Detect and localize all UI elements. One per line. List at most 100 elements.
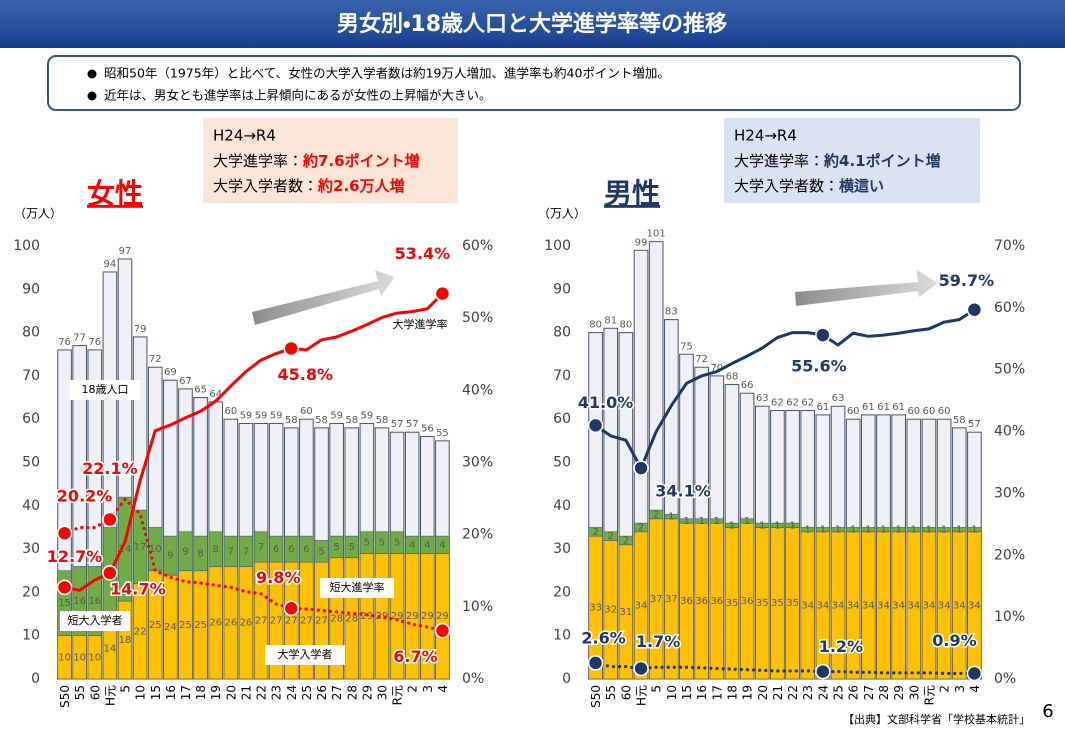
bar-total-label: 62 <box>801 398 814 409</box>
y-tick-label: 0 <box>562 671 571 687</box>
bar-value-label: 28 <box>345 613 358 624</box>
bar-value-label: 9 <box>167 551 173 562</box>
x-tick-label: 4 <box>968 685 982 693</box>
bar-value-label: 26 <box>240 618 253 629</box>
rate-value-label: 20.2% <box>57 487 113 506</box>
y-tick-label: 80 <box>22 325 40 341</box>
rate-value-label: 14.7% <box>110 579 166 598</box>
bar-total-label: 58 <box>315 415 328 426</box>
bar-total-label: 80 <box>589 320 602 331</box>
y-tick-label: 20 <box>22 584 40 600</box>
bar-value-label: 1 <box>759 520 765 531</box>
bar-total-label: 79 <box>134 324 147 335</box>
y-axis-unit: （万人） <box>14 207 62 221</box>
rate-value-label: 59.7% <box>939 271 995 290</box>
y2-tick-label: 30% <box>994 485 1025 501</box>
x-tick-label: 26 <box>315 685 329 700</box>
x-tick-label: 24 <box>285 685 299 700</box>
bar-total-label: 101 <box>647 229 666 240</box>
bar-value-label: 34 <box>801 600 814 611</box>
bar-value-label: 2 <box>653 509 659 520</box>
callout-title: H24→R4 <box>213 127 276 145</box>
bar-total-label: 58 <box>376 415 389 426</box>
rate-point <box>589 656 603 670</box>
rate-value-label: 53.4% <box>395 244 451 263</box>
y2-tick-label: 50% <box>994 362 1025 378</box>
rate-point <box>967 666 981 680</box>
bar-value-label: 27 <box>300 616 313 627</box>
bar-value-label: 18 <box>119 635 132 646</box>
bar-value-label: 10 <box>88 652 101 663</box>
bar-total-label: 76 <box>58 337 71 348</box>
bar-value-label: 5 <box>364 538 370 549</box>
bar-value-label: 17 <box>134 542 147 553</box>
x-tick-label: 5 <box>119 685 133 693</box>
y2-tick-label: 50% <box>462 310 493 326</box>
callout-line: 大学入学者数：約2.6万人増 <box>213 177 405 195</box>
bar-value-label: 2 <box>592 527 598 538</box>
bar-value-label: 37 <box>650 594 663 605</box>
bar-value-label: 29 <box>436 611 449 622</box>
rate-value-label: 2.6% <box>581 628 625 647</box>
bar-total-label: 61 <box>862 402 875 413</box>
rate-point <box>103 513 117 527</box>
rate-value-label: 0.9% <box>932 631 976 650</box>
page-title: 男女別・18歳人口と大学進学率等の推移 <box>337 11 727 37</box>
x-tick-label: 23 <box>270 685 284 700</box>
y2-tick-label: 70% <box>994 238 1025 254</box>
bar-total-label: 60 <box>300 406 313 417</box>
x-tick-label: 60 <box>88 685 102 700</box>
bar-total-label: 60 <box>923 406 936 417</box>
x-tick-label: 18 <box>194 685 208 700</box>
bar-total-label: 61 <box>817 402 830 413</box>
bar-total-label: 72 <box>695 354 708 365</box>
x-tick-label: 19 <box>209 685 223 700</box>
bar-value-label: 33 <box>589 603 602 614</box>
bar-value-label: 1 <box>880 525 886 536</box>
trend-arrow <box>795 270 938 306</box>
bar-value-label: 1 <box>971 525 977 536</box>
y2-tick-label: 10% <box>994 609 1025 625</box>
bar-value-label: 1 <box>714 516 720 527</box>
callout-line: 大学進学率：約4.1ポイント増 <box>734 152 941 170</box>
rate-point <box>967 303 981 317</box>
bar-value-label: 5 <box>379 538 385 549</box>
rate-point <box>816 665 830 679</box>
bar-total-label: 58 <box>345 415 358 426</box>
rate-point <box>634 661 648 675</box>
bar-value-label: 1 <box>744 516 750 527</box>
x-tick-label: R元 <box>391 685 405 705</box>
rate-point <box>103 566 117 580</box>
bar-total-label: 60 <box>847 406 860 417</box>
bar-value-label: 8 <box>213 544 219 555</box>
x-tick-label: 10 <box>665 685 679 700</box>
bar-value-label: 22 <box>134 626 147 637</box>
rate-value-label: 34.1% <box>655 482 711 501</box>
bar-total-label: 99 <box>635 237 648 248</box>
bar-value-label: 1 <box>835 525 841 536</box>
x-tick-label: S50 <box>58 685 72 708</box>
bar-total-label: 67 <box>179 376 192 387</box>
x-tick-label: 3 <box>953 685 967 693</box>
bar-total-label: 59 <box>240 411 253 422</box>
bar-total-label: 57 <box>406 419 419 430</box>
rate-point <box>284 601 298 615</box>
bar-value-label: 27 <box>255 616 268 627</box>
callout-label: 大学入学者数： <box>213 177 318 195</box>
series-name-label: 短大入学者 <box>68 613 123 627</box>
bar-value-label: 14 <box>104 644 117 655</box>
callout-value: 約7.6ポイント増 <box>302 152 420 170</box>
bar-value-label: 1 <box>956 525 962 536</box>
bar-value-label: 35 <box>786 598 799 609</box>
bar-total-label: 68 <box>726 372 739 383</box>
callout-title: H24→R4 <box>734 127 797 145</box>
bar-total-label: 60 <box>938 406 951 417</box>
bar-total-label: 83 <box>665 307 678 318</box>
bar-total-label: 58 <box>285 415 298 426</box>
x-tick-label: 17 <box>179 685 193 700</box>
bar-value-label: 34 <box>923 600 936 611</box>
rate-point <box>58 526 72 540</box>
bar-value-label: 37 <box>665 594 678 605</box>
callout-line: 大学進学率：約7.6ポイント増 <box>213 152 420 170</box>
bar-value-label: 1 <box>820 525 826 536</box>
